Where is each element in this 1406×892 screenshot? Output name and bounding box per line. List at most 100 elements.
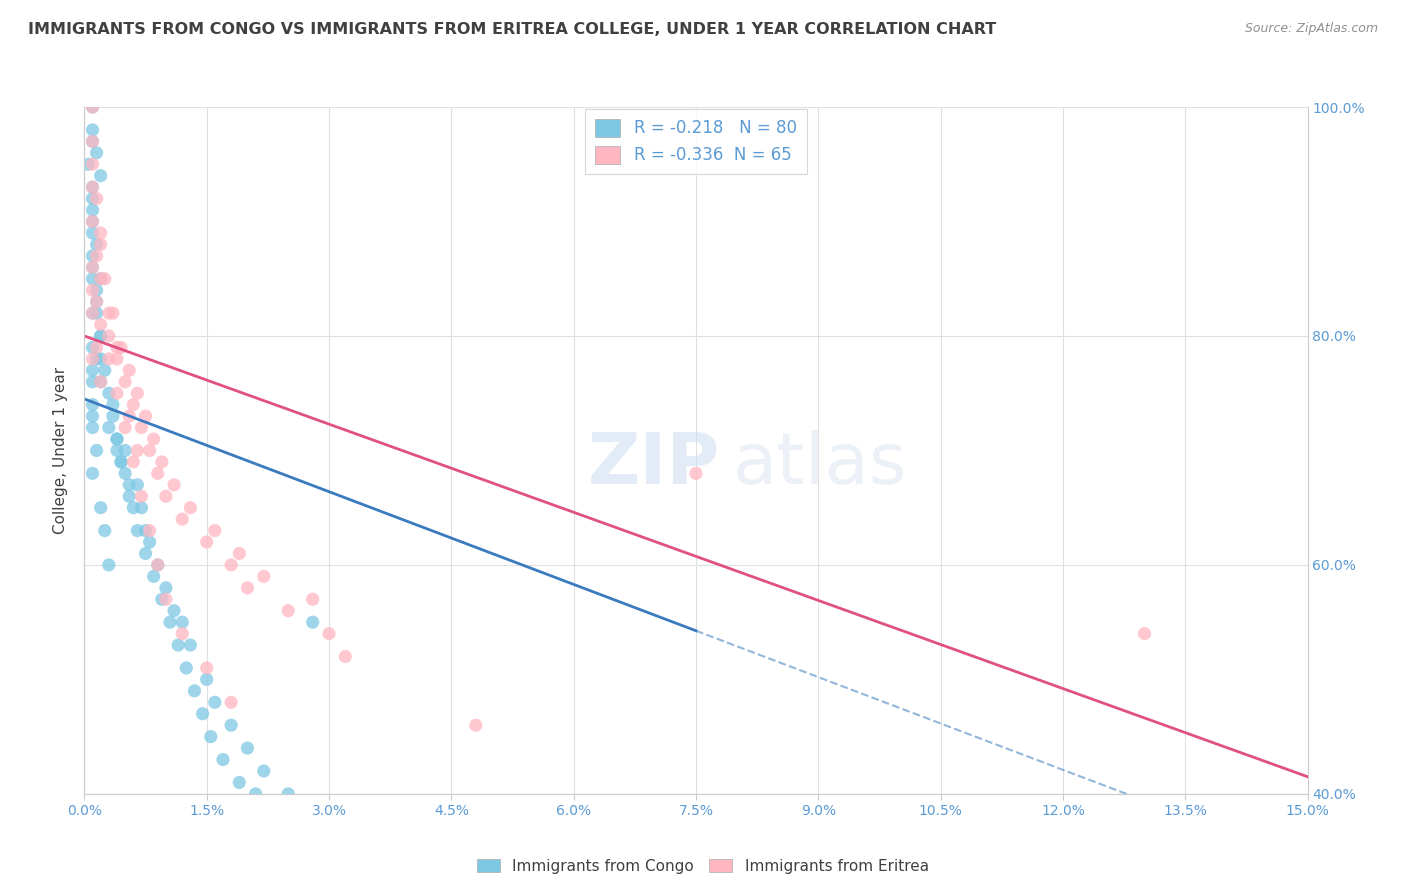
Point xyxy=(163,478,186,492)
Point xyxy=(146,558,169,572)
Point xyxy=(200,730,222,744)
Point xyxy=(101,409,124,424)
Point xyxy=(114,420,136,434)
Point xyxy=(82,192,104,206)
Point xyxy=(219,695,242,709)
Point xyxy=(105,351,128,366)
Point xyxy=(253,764,276,778)
Point xyxy=(142,569,165,583)
Point xyxy=(118,363,141,377)
Point xyxy=(90,318,112,332)
Point xyxy=(82,249,104,263)
Point xyxy=(97,558,120,572)
Point xyxy=(135,409,157,424)
Point xyxy=(114,375,136,389)
Point xyxy=(150,592,173,607)
Point xyxy=(97,329,120,343)
Point xyxy=(105,432,128,446)
Point xyxy=(114,467,136,481)
Point xyxy=(93,363,117,377)
Point xyxy=(82,375,104,389)
Point xyxy=(318,626,340,640)
Point xyxy=(212,753,235,767)
Point xyxy=(90,226,112,240)
Point xyxy=(146,558,169,572)
Point xyxy=(167,638,190,652)
Point xyxy=(82,226,104,240)
Point xyxy=(82,180,104,194)
Point xyxy=(191,706,214,721)
Point xyxy=(90,237,112,252)
Point xyxy=(146,467,169,481)
Point xyxy=(253,569,276,583)
Point xyxy=(118,409,141,424)
Point xyxy=(301,615,323,630)
Point xyxy=(82,203,104,218)
Point xyxy=(93,524,117,538)
Legend: Immigrants from Congo, Immigrants from Eritrea: Immigrants from Congo, Immigrants from E… xyxy=(471,853,935,880)
Point xyxy=(86,283,108,297)
Point xyxy=(82,306,104,320)
Point xyxy=(82,398,104,412)
Point xyxy=(163,604,186,618)
Point xyxy=(110,455,132,469)
Point xyxy=(90,329,112,343)
Point xyxy=(86,237,108,252)
Point xyxy=(105,340,128,354)
Point xyxy=(90,271,112,285)
Point xyxy=(228,775,250,789)
Point xyxy=(135,546,157,561)
Y-axis label: College, Under 1 year: College, Under 1 year xyxy=(53,367,69,534)
Point xyxy=(77,157,100,171)
Point xyxy=(118,489,141,503)
Point xyxy=(97,386,120,401)
Point xyxy=(138,443,160,458)
Point xyxy=(155,581,177,595)
Point xyxy=(236,741,259,756)
Point xyxy=(90,271,112,285)
Point xyxy=(105,432,128,446)
Point xyxy=(90,375,112,389)
Point xyxy=(277,604,299,618)
Point xyxy=(86,340,108,354)
Point xyxy=(131,420,153,434)
Point xyxy=(82,135,104,149)
Point xyxy=(86,192,108,206)
Point xyxy=(82,351,104,366)
Point xyxy=(93,271,117,285)
Point xyxy=(82,135,104,149)
Point xyxy=(122,500,145,515)
Point xyxy=(110,455,132,469)
Point xyxy=(183,684,205,698)
Point xyxy=(82,180,104,194)
Point xyxy=(86,294,108,309)
Point xyxy=(195,673,218,687)
Point xyxy=(105,386,128,401)
Point xyxy=(82,260,104,275)
Point xyxy=(174,661,197,675)
Point xyxy=(1133,626,1156,640)
Point xyxy=(219,718,242,732)
Point xyxy=(150,455,173,469)
Point xyxy=(179,638,201,652)
Point xyxy=(301,592,323,607)
Point xyxy=(118,478,141,492)
Point xyxy=(172,626,194,640)
Point xyxy=(86,351,108,366)
Point xyxy=(82,157,104,171)
Point xyxy=(90,500,112,515)
Point xyxy=(97,351,120,366)
Point xyxy=(82,123,104,137)
Text: IMMIGRANTS FROM CONGO VS IMMIGRANTS FROM ERITREA COLLEGE, UNDER 1 YEAR CORRELATI: IMMIGRANTS FROM CONGO VS IMMIGRANTS FROM… xyxy=(28,22,997,37)
Legend: R = -0.218   N = 80, R = -0.336  N = 65: R = -0.218 N = 80, R = -0.336 N = 65 xyxy=(585,109,807,174)
Point xyxy=(82,100,104,114)
Text: ZIP: ZIP xyxy=(588,430,720,499)
Point xyxy=(86,306,108,320)
Point xyxy=(82,283,104,297)
Point xyxy=(90,169,112,183)
Point xyxy=(82,467,104,481)
Point xyxy=(86,294,108,309)
Point xyxy=(127,478,149,492)
Point xyxy=(97,420,120,434)
Text: Source: ZipAtlas.com: Source: ZipAtlas.com xyxy=(1244,22,1378,36)
